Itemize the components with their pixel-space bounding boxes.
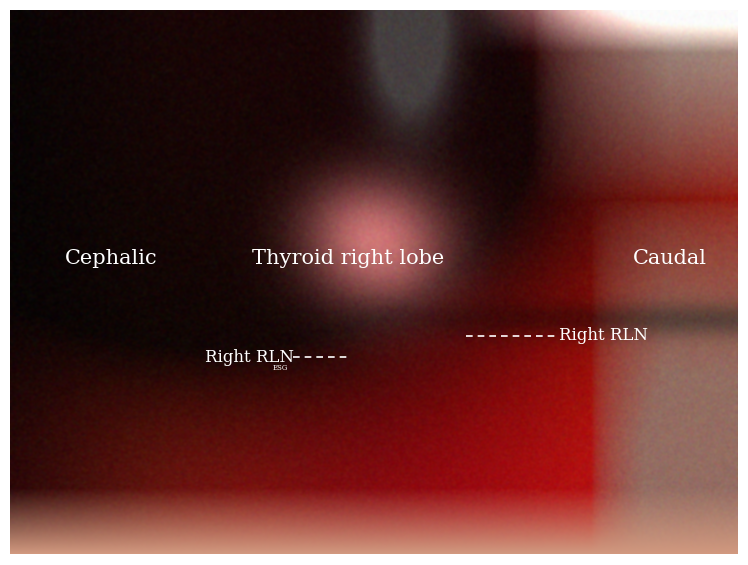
Text: Caudal: Caudal	[633, 249, 707, 267]
Text: ESG: ESG	[272, 364, 288, 372]
Text: Thyroid right lobe: Thyroid right lobe	[252, 249, 444, 267]
Text: Cephalic: Cephalic	[65, 249, 158, 267]
Text: Right RLN: Right RLN	[559, 328, 648, 345]
Text: Right RLN: Right RLN	[205, 349, 294, 366]
